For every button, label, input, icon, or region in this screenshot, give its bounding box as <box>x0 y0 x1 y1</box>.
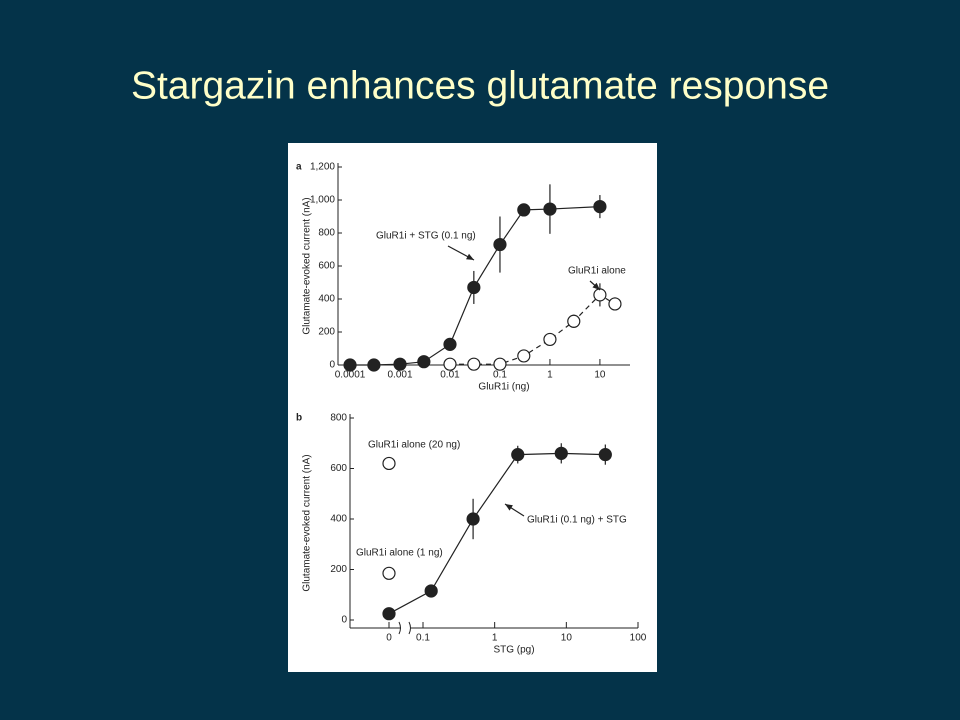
x-axis-label: STG (pg) <box>493 645 534 656</box>
x-tick-label: 0.1 <box>416 633 430 644</box>
data-point <box>593 288 607 302</box>
x-tick-label: 100 <box>630 633 647 644</box>
x-tick-label: 0.1 <box>493 370 507 381</box>
series-label: GluR1i + STG (0.1 ng) <box>376 231 476 242</box>
data-point <box>608 297 622 311</box>
data-point <box>382 607 396 621</box>
data-point <box>467 357 481 371</box>
series-label: GluR1i alone <box>568 266 626 277</box>
x-axis-label: GluR1i (ng) <box>478 382 529 393</box>
data-point <box>443 357 457 371</box>
x-tick-label: 1 <box>492 633 498 644</box>
data-point <box>543 332 557 347</box>
data-point <box>543 202 557 216</box>
data-point <box>424 584 438 598</box>
y-tick-label: 800 <box>318 228 335 239</box>
x-tick-label: 0.0001 <box>335 370 366 381</box>
y-tick-label: 600 <box>330 463 347 474</box>
data-point <box>466 512 480 526</box>
y-tick-label: 0 <box>329 360 335 371</box>
x-tick-label: 1 <box>547 370 553 381</box>
data-point <box>598 448 612 462</box>
arrow-head <box>505 504 513 511</box>
y-axis-label: Glutamate-evoked current (nA) <box>302 197 313 334</box>
panel-label: a <box>296 162 302 173</box>
data-point <box>567 314 581 328</box>
series-label: GluR1i alone (20 ng) <box>368 440 460 451</box>
x-tick-label: 0 <box>386 633 392 644</box>
y-tick-label: 600 <box>318 261 335 272</box>
y-tick-label: 200 <box>330 564 347 575</box>
arrow-head <box>466 253 474 260</box>
x-tick-label: 0.01 <box>440 370 460 381</box>
axis-break <box>398 621 411 635</box>
data-point <box>467 280 481 295</box>
data-point <box>443 337 457 351</box>
panel-label: b <box>296 413 302 424</box>
y-tick-label: 0 <box>341 615 347 626</box>
data-point <box>593 200 607 214</box>
slide-title: Stargazin enhances glutamate response <box>131 64 829 107</box>
data-point <box>493 357 507 371</box>
data-point <box>554 446 568 460</box>
data-point <box>417 355 431 369</box>
x-tick-label: 10 <box>561 633 573 644</box>
y-tick-label: 200 <box>318 327 335 338</box>
y-tick-label: 400 <box>330 514 347 525</box>
x-tick-label: 0.001 <box>388 370 413 381</box>
y-axis-label: Glutamate-evoked current (nA) <box>302 454 313 591</box>
data-point <box>382 456 396 471</box>
data-point <box>382 566 396 580</box>
data-point <box>493 237 507 252</box>
series-line <box>350 206 600 366</box>
x-tick-label: 10 <box>594 370 606 381</box>
data-point <box>343 358 357 372</box>
figure-panel <box>288 143 657 672</box>
series-label: GluR1i (0.1 ng) + STG <box>527 515 627 526</box>
y-tick-label: 800 <box>330 413 347 424</box>
y-tick-label: 1,200 <box>310 162 335 173</box>
data-point <box>517 349 531 363</box>
series-line <box>388 452 606 615</box>
data-point <box>511 448 525 462</box>
data-point <box>367 358 381 372</box>
y-tick-label: 1,000 <box>310 195 335 206</box>
data-point <box>517 203 531 217</box>
arrow-head <box>592 282 600 290</box>
y-tick-label: 400 <box>318 294 335 305</box>
series-label: GluR1i alone (1 ng) <box>356 548 443 559</box>
data-point <box>393 357 407 371</box>
